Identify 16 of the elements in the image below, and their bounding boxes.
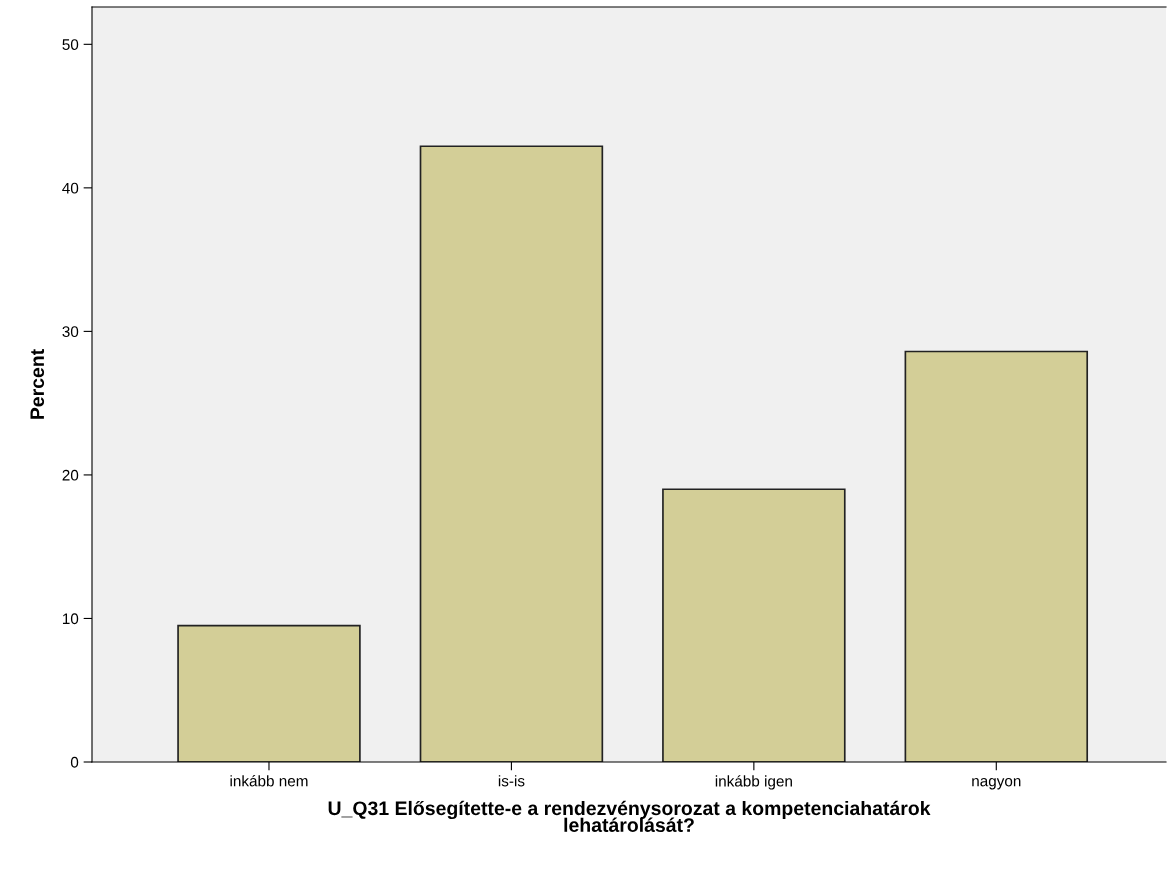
bar <box>177 624 361 762</box>
bar <box>419 145 604 762</box>
y-axis-title: Percent <box>30 349 45 419</box>
x-tick-label: nagyon <box>972 778 1021 790</box>
y-tick-label: 40 <box>62 182 79 194</box>
bar <box>662 488 846 762</box>
bar <box>904 350 1089 762</box>
x-tick-label: inkább igen <box>715 775 792 790</box>
y-tick-label: 30 <box>62 326 79 338</box>
x-tick-label: is-is <box>498 775 525 787</box>
y-tick-label: 20 <box>62 469 79 481</box>
x-axis-title: U_Q31 Elősegítette-e a rendezvénysorozat a kompetenciahatárok lehatárolását? <box>328 800 931 832</box>
y-tick-label: 0 <box>70 756 79 768</box>
x-tick-label: inkább nem <box>230 775 308 787</box>
y-tick-label: 10 <box>62 613 79 625</box>
y-tick-label: 50 <box>62 39 79 51</box>
